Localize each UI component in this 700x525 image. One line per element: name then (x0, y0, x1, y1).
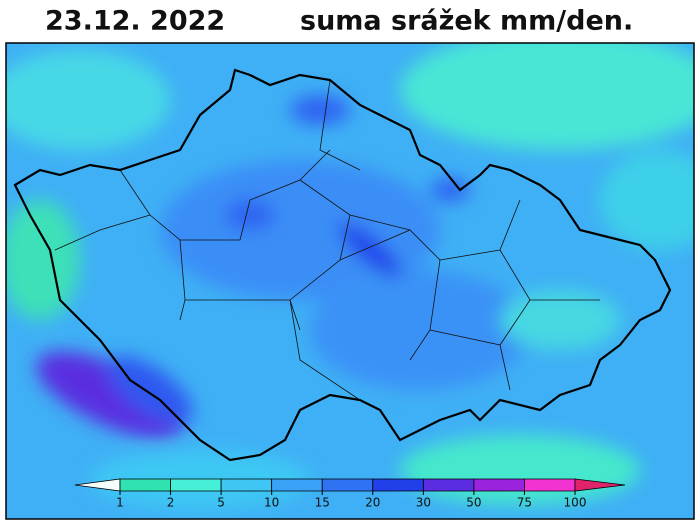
legend-tick-label: 75 (517, 496, 532, 510)
title: suma srážek mm/den. (300, 6, 633, 37)
color-legend: 1 2 5 10 15 20 30 50 75 100 (74, 478, 626, 510)
legend-tick-label: 1 (116, 496, 124, 510)
legend-tick-label: 2 (167, 496, 175, 510)
region-borders (54, 79, 600, 401)
legend-tick-label: 15 (315, 496, 330, 510)
legend-tick-label: 30 (416, 496, 431, 510)
legend-swatch (473, 478, 525, 492)
legend-swatch (524, 478, 576, 492)
country-border (13, 68, 672, 462)
legend-swatch (372, 478, 424, 492)
legend-swatch (170, 478, 222, 492)
legend-swatch (422, 478, 475, 492)
legend-swatch (220, 478, 273, 492)
legend-swatch (321, 478, 374, 492)
map-frame (5, 42, 695, 520)
legend-swatch (574, 478, 626, 492)
precipitation-field (6, 43, 694, 519)
date: 23.12. 2022 (45, 6, 225, 37)
legend-tick-label: 50 (466, 496, 481, 510)
legend-swatch (119, 478, 171, 492)
legend-tick-label: 100 (564, 496, 587, 510)
legend-tick-label: 5 (217, 496, 225, 510)
legend-swatch (271, 478, 323, 492)
legend-tick-label: 20 (365, 496, 380, 510)
legend-tick-label: 10 (264, 496, 279, 510)
